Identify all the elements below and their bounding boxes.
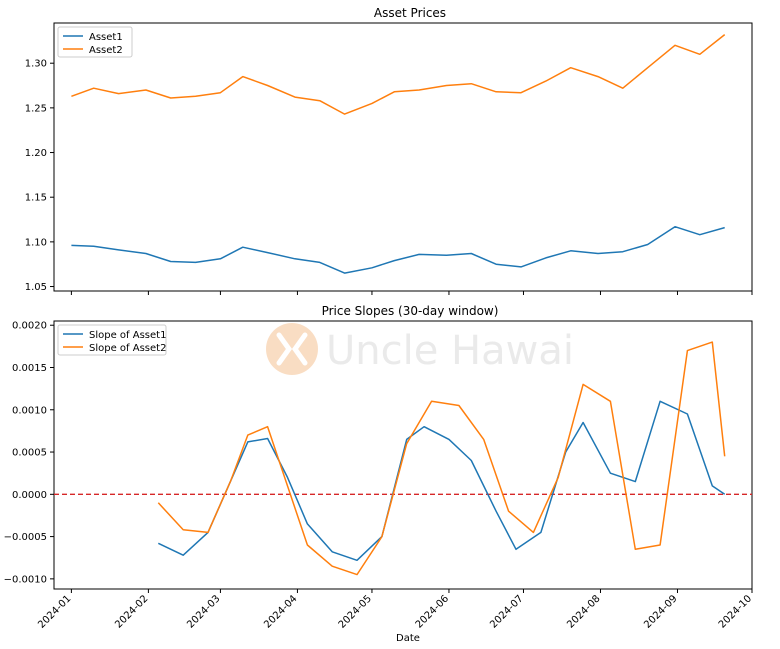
legend-label-asset1: Asset1 (89, 32, 123, 43)
plot-area (53, 320, 753, 590)
x-tick-label: 2024-08 (565, 593, 602, 630)
x-tick-label: 2024-04 (262, 593, 299, 630)
legend-label-slope-asset2: Slope of Asset2 (89, 343, 166, 354)
y-tick-label: 1.25 (25, 103, 47, 114)
y-tick-label: −0.0010 (4, 574, 47, 585)
y-tick-label: 1.30 (25, 59, 47, 70)
x-tick-label: 2024-09 (642, 593, 679, 630)
y-axis: −0.0010 −0.0005 0.0000 0.0005 0.0010 0.0015 0.… (4, 321, 54, 585)
legend: Slope of Asset1 Slope of Asset2 (57, 324, 167, 356)
legend-box (57, 324, 167, 356)
series-line-asset1 (71, 225, 725, 274)
series-lines (71, 34, 726, 274)
x-tick-label: 2024-01 (36, 593, 73, 630)
series-line-asset2 (71, 34, 726, 115)
y-tick-label: 0.0020 (12, 321, 47, 332)
x-axis: 2024-01 2024-02 2024-03 2024-04 2024-05 2024-… (36, 589, 754, 631)
x-tick-label: 2024-06 (414, 593, 451, 630)
y-tick-label: 0.0015 (12, 363, 47, 374)
price-slopes-chart: Price Slopes (30-day window) Uncle Hawai… (4, 304, 754, 644)
watermark-text: Uncle Hawai (326, 328, 574, 374)
y-axis: 1.05 1.10 1.15 1.20 1.25 1.30 (25, 59, 54, 293)
legend-label-asset2: Asset2 (89, 45, 123, 56)
y-tick-label: −0.0005 (4, 532, 47, 543)
series-lines (157, 341, 726, 576)
x-axis (70, 291, 753, 295)
plot-area (53, 22, 753, 292)
x-tick-label: 2024-03 (185, 593, 222, 630)
y-tick-label: 1.15 (25, 193, 47, 204)
x-tick-label: 2024-02 (113, 593, 150, 630)
y-tick-label: 1.10 (25, 237, 47, 248)
legend-label-slope-asset1: Slope of Asset1 (89, 330, 166, 341)
x-axis-label: Date (396, 633, 420, 644)
y-tick-label: 0.0010 (12, 405, 47, 416)
chart-title: Price Slopes (30-day window) (322, 304, 499, 318)
series-line-slope-of-asset1 (157, 400, 726, 562)
legend: Asset1 Asset2 (57, 26, 133, 58)
watermark: Uncle Hawai (266, 323, 574, 375)
y-tick-label: 1.20 (25, 148, 47, 159)
y-tick-label: 0.0000 (12, 490, 47, 501)
x-tick-label: 2024-07 (488, 593, 525, 630)
asset-prices-chart: Asset Prices 1.05 1.10 1.15 1.20 1.25 1.30 As… (25, 6, 753, 295)
chart-title: Asset Prices (374, 6, 446, 20)
y-tick-label: 0.0005 (12, 448, 47, 459)
x-tick-label: 2024-05 (337, 593, 374, 630)
x-tick-label: 2024-10 (717, 593, 754, 630)
series-line-slope-of-asset2 (157, 341, 726, 576)
y-tick-label: 1.05 (25, 282, 47, 293)
hawaii-logo-icon (266, 323, 318, 375)
